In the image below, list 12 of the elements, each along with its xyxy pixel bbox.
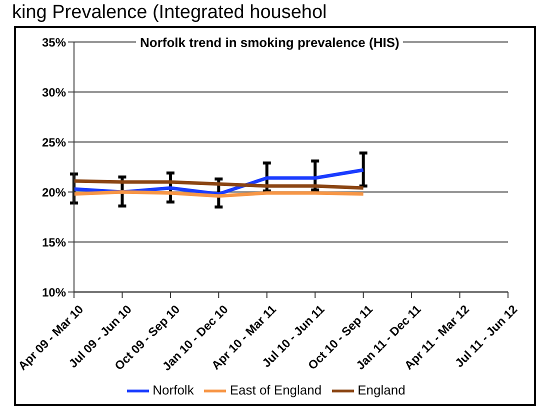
y-tick-label: 15%: [42, 235, 66, 250]
text: king Prevalence (Integrated househol: [12, 2, 327, 24]
y-tick-label: 20%: [42, 185, 66, 200]
y-tick-label: 30%: [42, 85, 66, 100]
legend-label: East of England: [230, 382, 322, 398]
chart-title: Norfolk trend in smoking prevalence (HIS): [136, 35, 404, 50]
line-series: [72, 179, 366, 190]
legend-label: Norfolk: [152, 382, 194, 398]
y-tick-label: 25%: [42, 135, 66, 150]
y-tick-label: 35%: [42, 35, 66, 50]
legend-label: England: [358, 382, 406, 398]
y-tick-label: 10%: [42, 285, 66, 300]
